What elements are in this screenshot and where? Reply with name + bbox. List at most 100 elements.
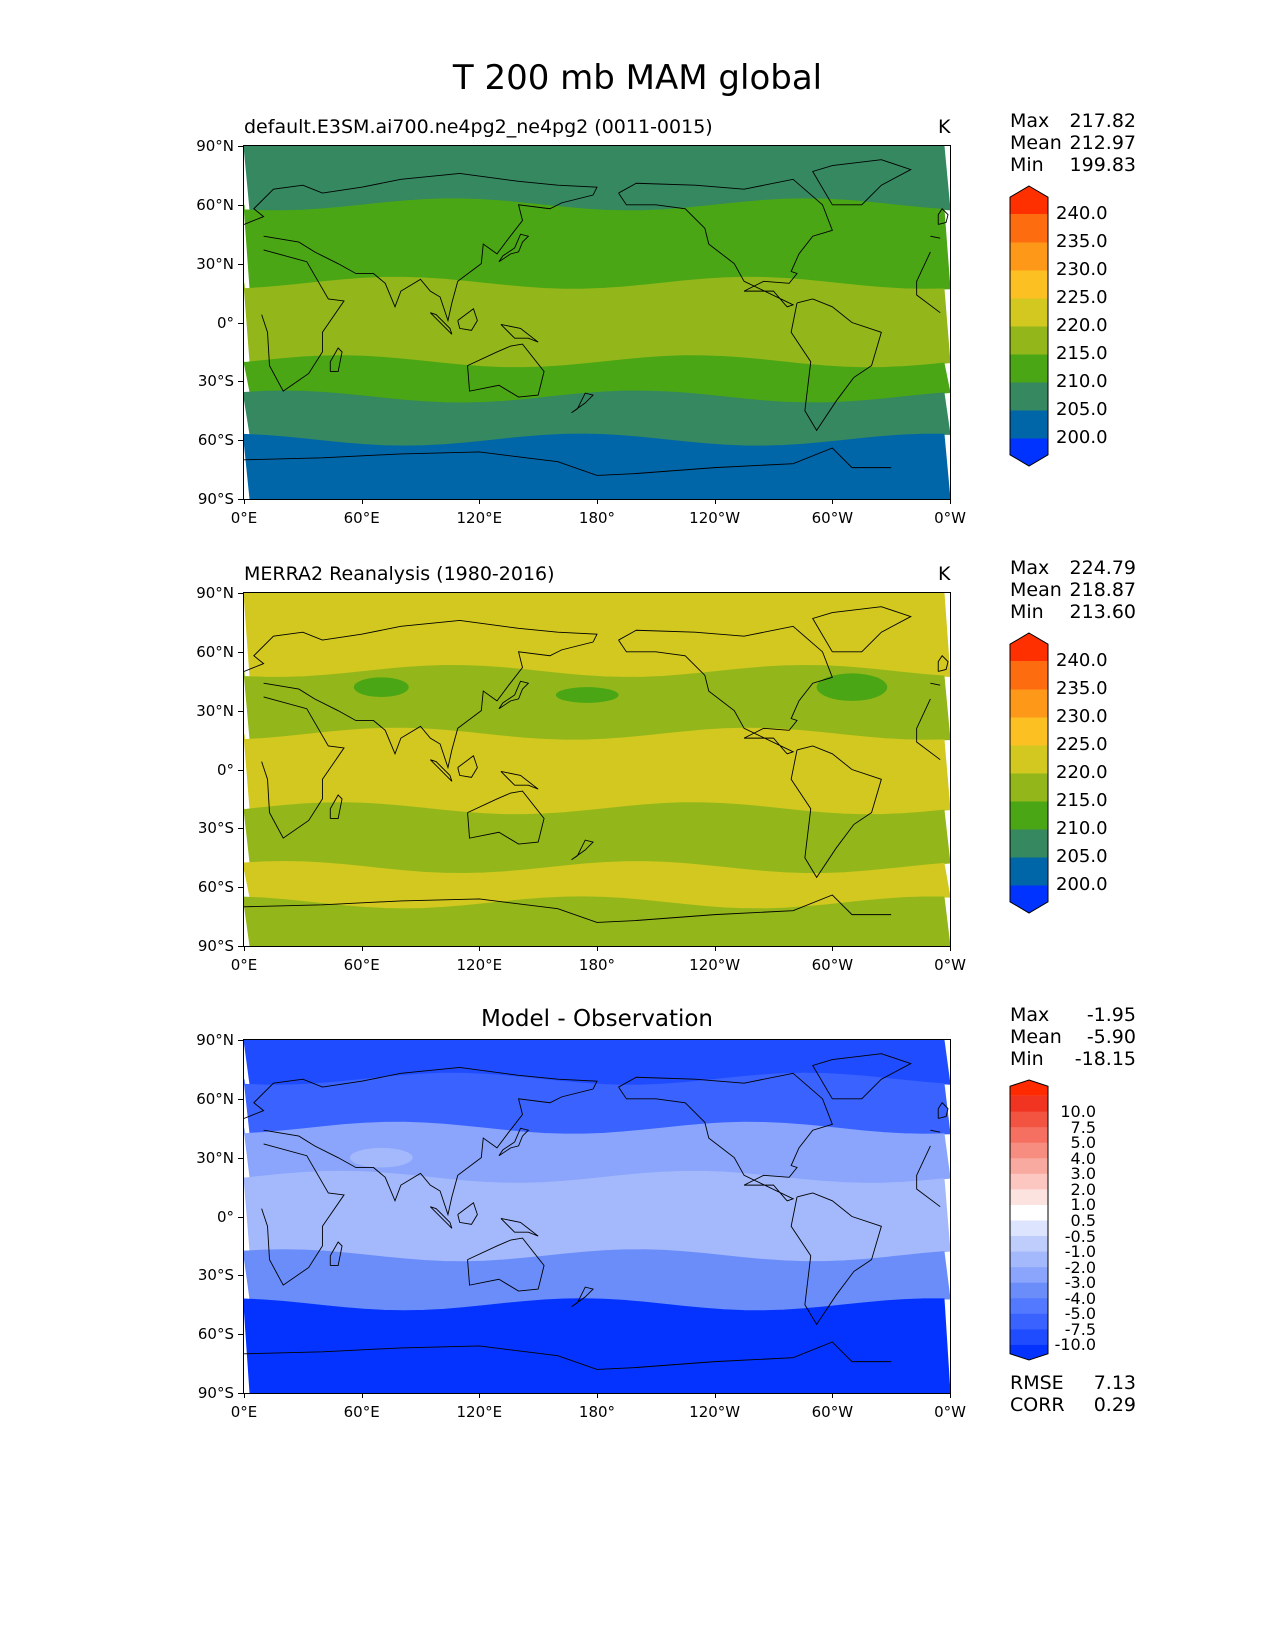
colorbar-segment <box>1010 689 1048 718</box>
tick-mark <box>244 946 245 951</box>
coastline <box>329 1241 343 1266</box>
coastline <box>498 680 530 710</box>
map-svg <box>244 146 950 499</box>
lat-tick-label: 90°S <box>197 937 234 955</box>
lon-tick-label: 60°W <box>811 956 854 974</box>
stat-max-row: Max 217.82 <box>1010 110 1136 132</box>
tick-mark <box>238 263 243 265</box>
coastline <box>500 1218 539 1237</box>
stat-max-value: -1.95 <box>1086 1004 1136 1026</box>
map-panel <box>243 592 951 947</box>
stat-min-label: Min <box>1010 601 1044 623</box>
lat-tick-label: 30°S <box>197 372 234 391</box>
colorbar-segment <box>1010 1251 1048 1268</box>
coastline <box>500 324 539 343</box>
lon-tick-label: 60°E <box>343 1403 380 1421</box>
lat-tick-label: 0° <box>216 760 234 779</box>
coastline <box>244 1067 941 1217</box>
lat-tick-label: 0° <box>216 1207 234 1226</box>
coastline <box>498 233 530 263</box>
colorbar-segment <box>1010 438 1048 466</box>
colorbar-tick-label: 235.0 <box>1056 678 1108 699</box>
colorbar-tick-label: -5.0 <box>1064 1304 1096 1324</box>
tick-mark <box>238 204 243 206</box>
coastline <box>937 1102 949 1119</box>
contour-blob <box>518 1179 676 1235</box>
colorbar-segment <box>1010 801 1048 830</box>
coastline <box>261 1143 941 1286</box>
lon-tick-label: 120°W <box>689 956 741 974</box>
colorbar-segment <box>1010 829 1048 858</box>
tick-mark <box>950 1393 951 1398</box>
colorbar-segment <box>1010 298 1048 327</box>
tick-mark <box>238 1040 243 1041</box>
tick-mark <box>597 499 598 504</box>
tick-mark <box>238 440 243 442</box>
lon-tick-label: 180° <box>578 956 616 974</box>
stat-max-label: Max <box>1010 557 1050 579</box>
tick-mark <box>238 651 243 653</box>
colorbar-tick-label: 7.5 <box>1070 1117 1096 1137</box>
stat-mean-label: Mean <box>1010 1026 1062 1048</box>
stat-mean-label: Mean <box>1010 579 1062 601</box>
tick-mark <box>597 946 598 951</box>
stat-mean-label: Mean <box>1010 132 1062 154</box>
colorbar-tick-label: 215.0 <box>1056 343 1108 364</box>
contour-blob <box>353 677 409 697</box>
colorbar-segment <box>1010 661 1048 690</box>
colorbar-segment <box>1010 745 1048 774</box>
coastline <box>812 1053 912 1100</box>
colorbar-outline <box>1009 632 1049 914</box>
colorbar <box>1009 632 1049 914</box>
colorbar-outline <box>1009 1079 1049 1361</box>
map-svg <box>244 593 950 946</box>
colorbar-outline <box>1009 185 1049 467</box>
stats-block: Max 217.82 Mean 212.97 Min 199.83 <box>1010 110 1136 176</box>
lat-tick-label: 30°S <box>197 1266 234 1285</box>
map-svg <box>244 1040 950 1393</box>
colorbar-tick-label: -4.0 <box>1064 1288 1096 1308</box>
colorbar <box>1009 185 1049 467</box>
colorbar-tick-label: 205.0 <box>1056 846 1108 867</box>
colorbar-segment <box>1010 1235 1048 1252</box>
contour-band <box>244 896 950 946</box>
coastline <box>457 308 478 331</box>
lat-tick-label: 60°S <box>197 431 234 450</box>
tick-mark <box>238 1275 243 1277</box>
colorbar-segment <box>1010 410 1048 439</box>
tick-mark <box>597 1393 598 1398</box>
colorbar-tick-label: 240.0 <box>1056 650 1108 671</box>
coastline <box>618 1072 833 1202</box>
colorbar-segment <box>1010 1080 1048 1096</box>
map-panel <box>243 1039 951 1394</box>
contour-band <box>244 198 950 290</box>
metrics-block: RMSE 7.13 CORR 0.29 <box>1010 1372 1136 1416</box>
colorbar-tick-label: 225.0 <box>1056 287 1108 308</box>
stat-min-value: 213.60 <box>1069 601 1136 623</box>
coastline <box>329 794 343 819</box>
lon-tick-label: 0°E <box>230 509 258 527</box>
coastline <box>467 790 545 845</box>
stat-max-value: 224.79 <box>1069 557 1136 579</box>
stat-mean-row: Mean 218.87 <box>1010 579 1136 601</box>
colorbar-tick-label: 230.0 <box>1056 706 1108 727</box>
colorbar-segment <box>1010 1220 1048 1237</box>
coastline <box>244 894 892 923</box>
tick-mark <box>238 322 243 324</box>
lat-tick-label: 60°N <box>196 642 234 661</box>
coastline <box>429 312 453 335</box>
metric-corr-row: CORR 0.29 <box>1010 1394 1136 1416</box>
colorbar-tick-label: 230.0 <box>1056 259 1108 280</box>
coastline <box>500 771 539 790</box>
metric-rmse-row: RMSE 7.13 <box>1010 1372 1136 1394</box>
colorbar-segment <box>1010 326 1048 355</box>
lon-tick-label: 0°W <box>934 1403 966 1421</box>
colorbar-segment <box>1010 1111 1048 1128</box>
contour-band <box>244 1298 950 1393</box>
contour-blob <box>555 687 619 703</box>
lon-tick-label: 60°W <box>811 509 854 527</box>
colorbar <box>1009 1079 1049 1361</box>
colorbar-tick-label: 5.0 <box>1070 1133 1096 1153</box>
lon-tick-label: 0°W <box>934 509 966 527</box>
colorbar-segment <box>1010 1282 1048 1299</box>
